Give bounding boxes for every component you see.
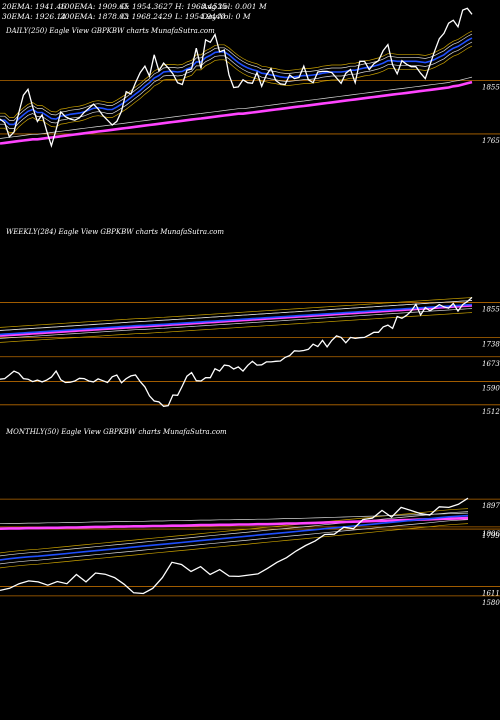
monthly-tick-label: 1799 <box>482 532 500 540</box>
weekly-tick-label: 1855 <box>482 305 500 313</box>
weekly-tick-label: 1738 <box>482 340 500 348</box>
header-day-vol: Day Vol: 0 M <box>201 12 251 21</box>
ema-ohlc-header: 20EMA: 1941.46 100EMA: 1909.65 O: 1954.3… <box>1 2 267 21</box>
weekly-panel-title: WEEKLY(284) Eagle View GBPKBW charts Mun… <box>6 228 224 236</box>
weekly-ema-band-line <box>0 308 473 339</box>
monthly-panel-title: MONTHLY(50) Eagle View GBPKBW charts Mun… <box>5 428 227 436</box>
daily-ema-band-line <box>0 30 473 118</box>
header-20ema: 20EMA: 1941.46 <box>1 2 66 11</box>
monthly-panel: MONTHLY(50) Eagle View GBPKBW charts Mun… <box>0 428 500 607</box>
weekly-price-line <box>0 296 473 407</box>
monthly-ema-band-line <box>0 523 469 569</box>
header-30ema: 30EMA: 1926.14 <box>2 12 66 21</box>
weekly-ema-short-line <box>0 303 473 336</box>
header-low: L: 1954.9440 <box>174 12 226 21</box>
header-200ema: 200EMA: 1878.03 <box>59 12 129 21</box>
daily-tick-label: 1765 <box>482 137 500 145</box>
daily-tick-label: 1855 <box>482 83 500 91</box>
daily-panel-title: DAILY(250) Eagle View GBPKBW charts Muna… <box>5 27 215 35</box>
monthly-tick-label: 1806 <box>482 530 500 538</box>
weekly-tick-label: 1673 <box>482 360 500 368</box>
monthly-price-line <box>0 497 469 595</box>
daily-panel: DAILY(250) Eagle View GBPKBW charts Muna… <box>0 7 500 149</box>
daily-ema-band-line <box>0 33 473 121</box>
monthly-ema-band-line <box>0 511 469 557</box>
monthly-tick-label: 1897 <box>482 502 500 510</box>
header-100ema: 100EMA: 1909.65 <box>60 2 129 11</box>
daily-price-line <box>0 7 473 149</box>
weekly-tick-label: 1512 <box>482 408 500 416</box>
daily-ema-long-line <box>0 80 473 145</box>
header-avg-vol: Avg Vol: 0.001 M <box>201 2 267 11</box>
monthly-tick-label: 1611 <box>482 589 500 597</box>
monthly-ema-band-line <box>0 519 469 565</box>
weekly-ema-long-companion-line <box>0 300 473 331</box>
header-open: O: 1954.3627 <box>121 2 173 11</box>
weekly-panel: WEEKLY(284) Eagle View GBPKBW charts Mun… <box>0 228 500 416</box>
header-close: C: 1968.2429 <box>121 12 172 21</box>
monthly-ema-short-line <box>0 514 469 561</box>
daily-ema-short-line <box>0 37 473 126</box>
weekly-tick-label: 1590 <box>482 385 500 393</box>
monthly-ema-long-line <box>0 516 469 530</box>
monthly-tick-label: 1580 <box>482 599 500 607</box>
daily-ema-band-line <box>0 41 473 129</box>
weekly-ema-long-line <box>0 304 473 337</box>
header-high: H: 1968.4525 <box>174 2 227 11</box>
daily-ema-long-companion-line <box>0 76 473 139</box>
weekly-ema-band-line <box>0 312 473 343</box>
weekly-ema-band-line <box>0 297 473 328</box>
daily-ema-band-line <box>0 45 473 133</box>
